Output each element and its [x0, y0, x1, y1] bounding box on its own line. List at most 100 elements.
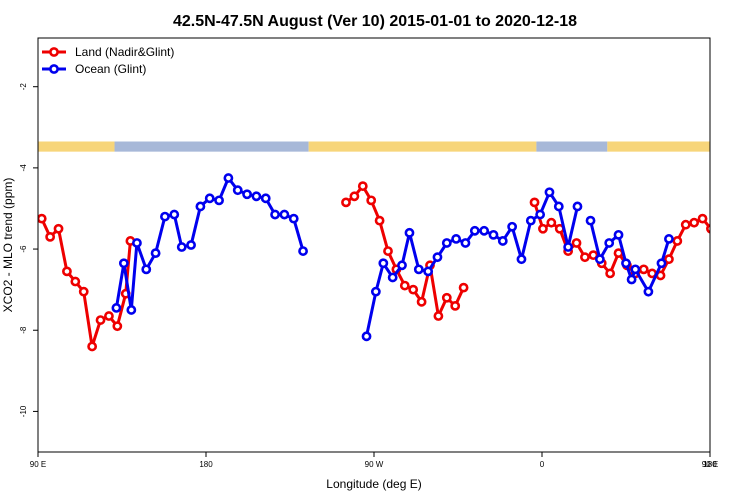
ocean-data-point: [204, 193, 215, 204]
ocean-data-point: [288, 213, 299, 224]
land-series-line: [533, 201, 710, 277]
ocean-data-point: [370, 286, 381, 297]
land-data-point: [580, 252, 590, 263]
land-data-point: [357, 181, 368, 192]
ocean-data-point: [553, 201, 564, 212]
land-data-point: [399, 280, 410, 291]
chart-title: 42.5N-47.5N August (Ver 10) 2015-01-01 t…: [173, 13, 577, 30]
band-land: [308, 141, 537, 152]
ocean-data-point: [232, 185, 243, 196]
land-data-point: [341, 197, 351, 208]
ocean-data-point: [497, 236, 508, 246]
ocean-data-point: [141, 264, 152, 275]
x-tick-label: 90 E: [702, 460, 718, 469]
ocean-data-point: [626, 274, 637, 285]
land-data-point: [38, 213, 47, 224]
ocean-data-point: [260, 193, 271, 204]
land-data-point: [680, 219, 691, 230]
y-tick-label: -10: [19, 405, 28, 417]
legend-label-ocean: Ocean (Glint): [75, 62, 146, 76]
ocean-data-point: [535, 209, 546, 220]
land-ocean-band: [38, 141, 710, 152]
x-tick-label: 0: [540, 460, 545, 469]
ocean-data-point: [441, 238, 452, 248]
ocean-data-point: [423, 266, 434, 277]
ocean-data-point: [432, 252, 443, 263]
land-data-point: [638, 264, 649, 275]
land-data-point: [697, 213, 708, 224]
land-data-point: [433, 311, 444, 321]
land-data-point: [87, 341, 98, 352]
legend-marker-ocean: [49, 64, 59, 74]
ocean-data-point: [242, 189, 252, 200]
land-data-point: [716, 268, 723, 275]
land-data-point: [62, 266, 72, 277]
band-land: [607, 141, 710, 152]
land-data-point: [349, 191, 360, 202]
ocean-data-point: [111, 303, 122, 313]
ocean-data-point: [585, 215, 596, 226]
ocean-data-point: [451, 234, 462, 244]
ocean-data-point: [516, 254, 527, 265]
land-data-point: [724, 278, 731, 285]
land-data-point: [672, 236, 683, 246]
land-data-point: [733, 290, 740, 297]
x-tick-label: 90 E: [30, 460, 46, 469]
ocean-data-point: [460, 238, 471, 248]
ocean-series-line: [114, 176, 305, 312]
ocean-data-point: [604, 238, 615, 248]
land-data-point: [706, 223, 710, 234]
ocean-data-point: [160, 211, 170, 222]
land-data-point: [374, 215, 385, 226]
ocean-data-point: [594, 254, 605, 265]
x-tick-label: 180: [703, 460, 717, 469]
band-ocean: [114, 141, 309, 152]
ocean-data-point: [186, 240, 196, 250]
land-data-point: [383, 246, 393, 256]
ocean-data-point: [387, 272, 398, 283]
ocean-data-point: [613, 229, 624, 240]
band-land: [38, 141, 115, 152]
ocean-data-point: [132, 238, 142, 248]
ocean-data-point: [469, 225, 480, 236]
land-data-point: [450, 300, 461, 311]
ocean-data-point: [378, 258, 389, 269]
ocean-data-point: [563, 242, 574, 252]
plot-area: [38, 173, 740, 352]
ocean-data-point: [621, 258, 631, 269]
legend-label-land: Land (Nadir&Glint): [75, 45, 174, 59]
land-data-point: [458, 282, 469, 293]
land-data-point: [605, 268, 616, 279]
y-tick-label: -4: [19, 164, 28, 172]
land-data-point: [416, 296, 427, 307]
land-data-point: [664, 254, 674, 265]
land-data-point: [78, 286, 89, 297]
land-data-point: [95, 315, 106, 325]
land-data-point: [441, 292, 452, 303]
ocean-data-point: [126, 305, 137, 315]
ocean-data-point: [479, 225, 490, 236]
land-data-point: [689, 217, 700, 228]
land-data-point: [45, 231, 56, 242]
land-data-point: [104, 311, 114, 321]
ocean-data-point: [404, 227, 415, 238]
ocean-data-point: [413, 264, 424, 275]
ocean-data-point: [630, 264, 641, 275]
ocean-data-point: [270, 209, 280, 220]
ocean-data-point: [544, 187, 555, 198]
land-data-point: [408, 284, 419, 295]
ocean-data-point: [298, 246, 308, 256]
ocean-data-point: [656, 258, 667, 269]
land-data-point: [529, 197, 540, 208]
ocean-data-point: [169, 209, 180, 220]
ocean-data-point: [572, 201, 583, 212]
ocean-data-point: [214, 195, 224, 206]
ocean-data-point: [361, 331, 372, 342]
land-data-point: [546, 217, 557, 228]
legend: Land (Nadir&Glint) Ocean (Glint): [42, 45, 174, 76]
y-axis-label: XCO2 - MLO trend (ppm): [1, 178, 15, 313]
y-tick-label: -2: [19, 83, 28, 91]
y-tick-label: -6: [19, 245, 28, 253]
